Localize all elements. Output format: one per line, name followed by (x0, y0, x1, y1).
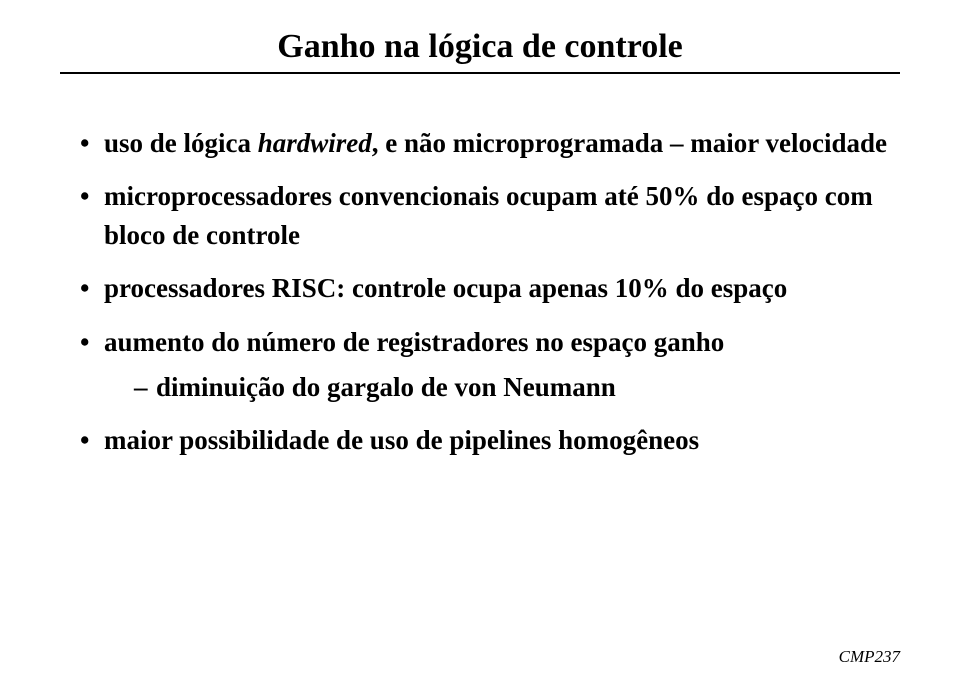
bullet-text: aumento do número de registradores no es… (104, 327, 724, 357)
bullet-item: processadores RISC: controle ocupa apena… (80, 269, 900, 308)
bullet-text: uso de lógica (104, 128, 258, 158)
title-underline (60, 72, 900, 74)
bullet-text-italic: hardwired (258, 128, 372, 158)
bullet-text: , e não microprogramada – maior velocida… (372, 128, 887, 158)
bullet-item: microprocessadores convencionais ocupam … (80, 177, 900, 255)
slide-title: Ganho na lógica de controle (60, 28, 900, 72)
sub-bullet-list: diminuição do gargalo de von Neumann (104, 368, 900, 407)
bullet-text: microprocessadores convencionais ocupam … (104, 181, 873, 250)
bullet-item: aumento do número de registradores no es… (80, 323, 900, 407)
slide-footer: CMP237 (839, 647, 900, 667)
bullet-item: maior possibilidade de uso de pipelines … (80, 421, 900, 460)
sub-bullet-item: diminuição do gargalo de von Neumann (134, 368, 900, 407)
slide: Ganho na lógica de controle uso de lógic… (0, 0, 960, 689)
bullet-list: uso de lógica hardwired, e não microprog… (60, 124, 900, 460)
sub-bullet-text: diminuição do gargalo de von Neumann (156, 372, 616, 402)
bullet-text: maior possibilidade de uso de pipelines … (104, 425, 699, 455)
bullet-item: uso de lógica hardwired, e não microprog… (80, 124, 900, 163)
bullet-text: processadores RISC: controle ocupa apena… (104, 273, 787, 303)
